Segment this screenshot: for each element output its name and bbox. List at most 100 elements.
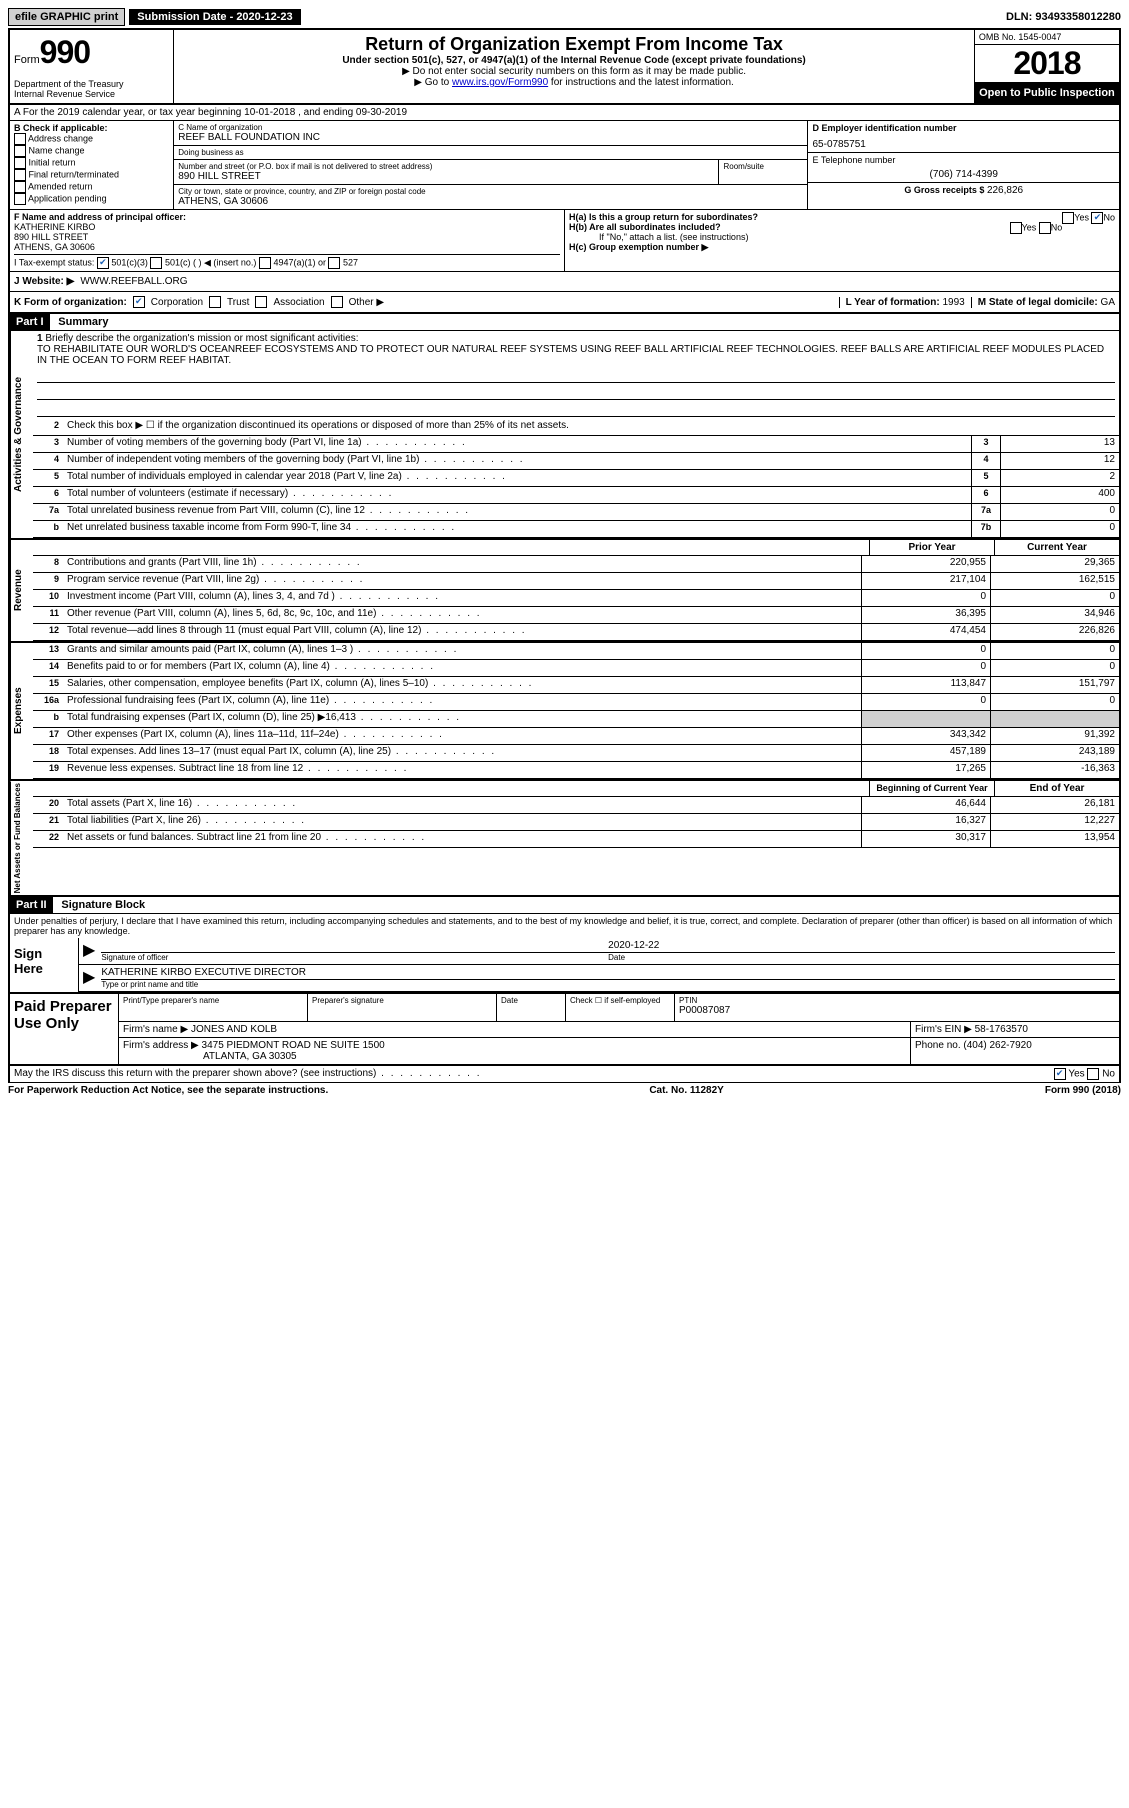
prior-year-hdr: Prior Year	[869, 540, 994, 555]
section-bcd: B Check if applicable: Address change Na…	[8, 121, 1121, 210]
firm-addr-label: Firm's address ▶	[123, 1040, 199, 1051]
line-box: 4	[971, 453, 1000, 469]
form-title: Return of Organization Exempt From Incom…	[178, 34, 970, 55]
instruction-2: ▶ Go to www.irs.gov/Form990 for instruct…	[178, 77, 970, 88]
hb-label: H(b) Are all subordinates included?	[569, 222, 721, 232]
prior-year-val: 0	[861, 694, 990, 710]
begin-year-val: 30,317	[861, 831, 990, 847]
col-f: F Name and address of principal officer:…	[10, 210, 565, 271]
hb-yes-cb[interactable]	[1010, 222, 1022, 234]
cb-other[interactable]	[331, 296, 343, 308]
cb-501c[interactable]	[150, 257, 162, 269]
cb-assoc[interactable]	[255, 296, 267, 308]
m-label: M State of legal domicile:	[978, 297, 1101, 308]
part1-badge: Part I	[10, 314, 50, 330]
cb-address[interactable]: Address change	[14, 133, 169, 145]
arrow-icon: ▶	[83, 967, 101, 989]
line-num: 17	[33, 728, 63, 744]
prior-year-val: 36,395	[861, 607, 990, 623]
line-text: Total assets (Part X, line 16)	[63, 797, 861, 813]
ha-no: No	[1103, 212, 1115, 222]
sign-here-label: Sign Here	[10, 938, 79, 992]
sig-date-val: 2020-12-22	[608, 940, 1115, 952]
header-center: Return of Organization Exempt From Incom…	[174, 30, 975, 103]
hc-label: H(c) Group exemption number ▶	[569, 242, 708, 252]
current-year-val: 91,392	[990, 728, 1119, 744]
phone-value: (706) 714-4399	[812, 165, 1115, 180]
city-cell: City or town, state or province, country…	[174, 184, 807, 209]
cb-initial[interactable]: Initial return	[14, 157, 169, 169]
form-990-text: 990	[40, 34, 90, 70]
part1-title: Summary	[52, 314, 114, 330]
cb-label: Address change	[28, 133, 93, 143]
line-val: 0	[1000, 521, 1119, 537]
line-item: 6 Total number of volunteers (estimate i…	[33, 487, 1119, 504]
ha-yes-cb[interactable]	[1062, 212, 1074, 224]
hb-no-cb[interactable]	[1039, 222, 1051, 234]
instr2-post: for instructions and the latest informat…	[548, 77, 734, 88]
cb-amended[interactable]: Amended return	[14, 181, 169, 193]
cb-pending[interactable]: Application pending	[14, 193, 169, 205]
line-text: Total revenue—add lines 8 through 11 (mu…	[63, 624, 861, 640]
line-num: b	[33, 521, 63, 537]
efile-label[interactable]: efile GRAPHIC print	[8, 8, 125, 26]
preparer-section: Paid Preparer Use Only Print/Type prepar…	[8, 994, 1121, 1066]
line-item: 16a Professional fundraising fees (Part …	[33, 694, 1119, 711]
line-box: 5	[971, 470, 1000, 486]
line-text: Total liabilities (Part X, line 26)	[63, 814, 861, 830]
cb-527[interactable]	[328, 257, 340, 269]
line-num: 12	[33, 624, 63, 640]
part2-title: Signature Block	[55, 897, 151, 913]
line-text: Number of voting members of the governin…	[63, 436, 971, 452]
ha-no-cb[interactable]	[1091, 212, 1103, 224]
line-val: 0	[1000, 504, 1119, 520]
line-item: 9 Program service revenue (Part VIII, li…	[33, 573, 1119, 590]
prior-year-val: 217,104	[861, 573, 990, 589]
line-val: 12	[1000, 453, 1119, 469]
sig-name-val: KATHERINE KIRBO EXECUTIVE DIRECTOR	[101, 967, 1115, 979]
current-year-val: 243,189	[990, 745, 1119, 761]
ha-label: H(a) Is this a group return for subordin…	[569, 212, 758, 222]
current-year-val: 0	[990, 590, 1119, 606]
line-item: 17 Other expenses (Part IX, column (A), …	[33, 728, 1119, 745]
department: Department of the Treasury Internal Reve…	[14, 79, 169, 99]
instr2-pre: ▶ Go to	[414, 77, 452, 88]
org-name-label: C Name of organization	[178, 123, 803, 132]
line-item: 22 Net assets or fund balances. Subtract…	[33, 831, 1119, 848]
org-name-cell: C Name of organization REEF BALL FOUNDAT…	[174, 121, 807, 146]
dept-treasury: Department of the Treasury	[14, 79, 169, 89]
cb-final[interactable]: Final return/terminated	[14, 169, 169, 181]
line-item: 15 Salaries, other compensation, employe…	[33, 677, 1119, 694]
cb-name[interactable]: Name change	[14, 145, 169, 157]
line-num: 21	[33, 814, 63, 830]
current-year-val: 34,946	[990, 607, 1119, 623]
irs-link[interactable]: www.irs.gov/Form990	[452, 77, 548, 88]
line-num: 13	[33, 643, 63, 659]
preparer-left-label: Paid Preparer Use Only	[10, 994, 119, 1064]
cb-trust[interactable]	[209, 296, 221, 308]
cb-4947[interactable]	[259, 257, 271, 269]
line-text: Program service revenue (Part VIII, line…	[63, 573, 861, 589]
city-label: City or town, state or province, country…	[178, 187, 803, 196]
line-val: 13	[1000, 436, 1119, 452]
opt-501c3: 501(c)(3)	[111, 257, 148, 267]
cb-501c3[interactable]	[97, 257, 109, 269]
prep-date-label: Date	[501, 996, 561, 1005]
discuss-no-cb[interactable]	[1087, 1068, 1099, 1080]
phone-label: E Telephone number	[812, 155, 1115, 165]
sig-declare: Under penalties of perjury, I declare th…	[10, 914, 1119, 938]
website-row: J Website: ▶ WWW.REEFBALL.ORG	[8, 272, 1121, 292]
cb-corp[interactable]	[133, 296, 145, 308]
phone-cell: E Telephone number (706) 714-4399	[808, 153, 1119, 183]
firm-name-value: JONES AND KOLB	[191, 1024, 277, 1035]
discuss-yes-cb[interactable]	[1054, 1068, 1066, 1080]
line-2: 2 Check this box ▶ ☐ if the organization…	[33, 419, 1119, 436]
end-year-hdr: End of Year	[994, 781, 1119, 796]
line-num: 18	[33, 745, 63, 761]
end-year-val: 13,954	[990, 831, 1119, 847]
firm-phone-label: Phone no.	[915, 1040, 963, 1051]
begin-year-val: 16,327	[861, 814, 990, 830]
omb-number: OMB No. 1545-0047	[975, 30, 1119, 45]
current-year-val: 0	[990, 643, 1119, 659]
opt-527: 527	[343, 257, 358, 267]
